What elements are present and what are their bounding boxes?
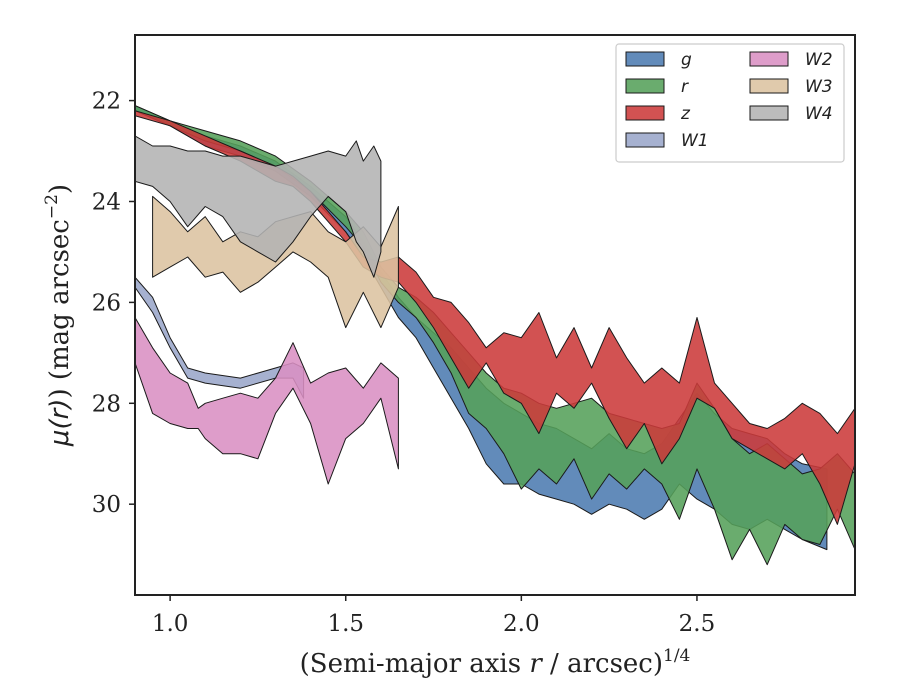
legend: grz W1 W2 W3 W4 bbox=[615, 43, 845, 163]
y-tick-label: 22 bbox=[92, 89, 121, 115]
y-tick-label: 28 bbox=[92, 391, 121, 417]
series-band-z bbox=[135, 110, 855, 525]
legend-swatch-g bbox=[625, 51, 665, 67]
y-axis: 22 24 26 28 30 bbox=[92, 89, 135, 518]
x-axis: 1.0 1.5 2.0 2.5 bbox=[152, 595, 715, 637]
series-layer bbox=[135, 105, 855, 566]
legend-label-w1: W1 bbox=[681, 131, 709, 151]
legend-swatch-z bbox=[625, 105, 665, 121]
legend-label-w2: W2 bbox=[805, 50, 833, 70]
x-tick-label: 1.0 bbox=[152, 611, 189, 637]
x-tick-label: 2.5 bbox=[679, 611, 716, 637]
legend-label-g: g bbox=[681, 50, 692, 70]
legend-swatch-w1 bbox=[625, 132, 665, 148]
legend-swatch-w2 bbox=[749, 51, 789, 67]
y-tick-label: 24 bbox=[92, 189, 121, 215]
x-tick-label: 2.0 bbox=[503, 611, 540, 637]
x-axis-label: (Semi-major axis r / arcsec)1/4 bbox=[300, 646, 691, 679]
legend-swatch-r bbox=[625, 78, 665, 94]
legend-label-r: r bbox=[681, 77, 689, 97]
series-band-w4 bbox=[135, 135, 382, 278]
legend-frame bbox=[615, 43, 845, 163]
y-tick-label: 26 bbox=[92, 290, 121, 316]
plot-frame bbox=[134, 34, 856, 596]
series-band-w2 bbox=[135, 317, 399, 485]
y-tick-label: 30 bbox=[92, 492, 121, 518]
y-axis-label: μ(r)) (mag arcsec−2) bbox=[42, 184, 75, 447]
legend-label-w4: W4 bbox=[805, 104, 833, 124]
legend-swatch-w4 bbox=[749, 105, 789, 121]
legend-label-z: z bbox=[680, 104, 691, 124]
x-tick-label: 1.5 bbox=[327, 611, 364, 637]
legend-label-w3: W3 bbox=[805, 77, 833, 97]
legend-swatch-w3 bbox=[749, 78, 789, 94]
